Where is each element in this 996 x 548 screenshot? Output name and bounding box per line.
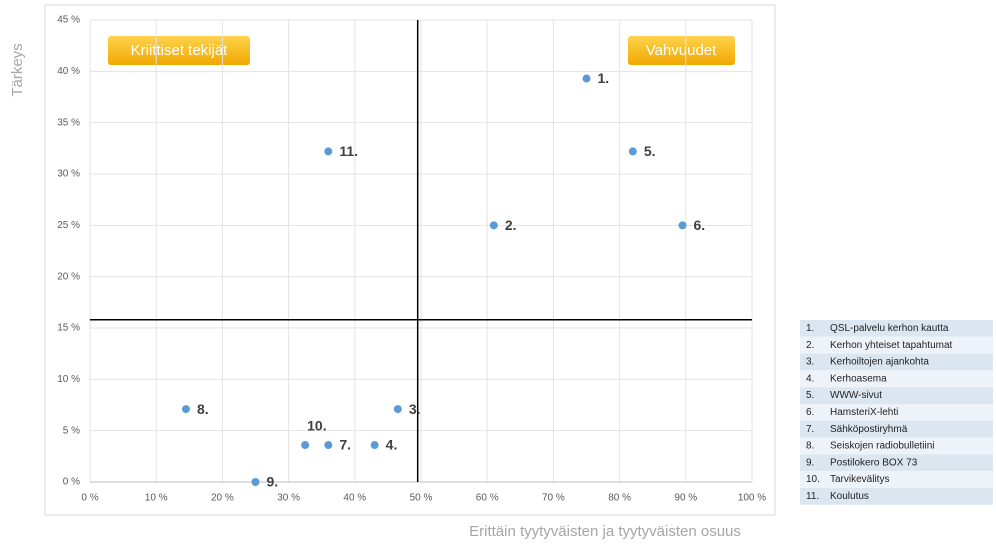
point xyxy=(301,441,310,450)
point-label: 3. xyxy=(409,401,421,417)
legend-text: Kerhon yhteiset tapahtumat xyxy=(830,340,953,351)
legend-row xyxy=(800,336,993,354)
legend-row xyxy=(800,387,993,404)
legend-number: 1. xyxy=(806,323,814,334)
point xyxy=(251,478,260,486)
annotation-box xyxy=(628,36,735,65)
legend-number: 11. xyxy=(806,491,819,502)
point-label: 5. xyxy=(644,143,656,159)
x-tick-label: 90 % xyxy=(674,493,697,504)
point-label: 1. xyxy=(598,70,610,86)
point-label: 4. xyxy=(386,437,398,453)
point-label: 8. xyxy=(197,401,209,417)
legend-number: 2. xyxy=(806,340,814,351)
point xyxy=(324,147,333,156)
point xyxy=(582,74,591,83)
x-tick-label: 40 % xyxy=(343,493,366,504)
legend-text: Kerhoiltojen ajankohta xyxy=(830,357,929,368)
x-tick-label: 20 % xyxy=(211,493,234,504)
legend-number: 8. xyxy=(806,441,814,452)
legend-row xyxy=(800,370,993,388)
point xyxy=(489,221,498,230)
y-tick-label: 35 % xyxy=(57,117,80,128)
x-tick-label: 10 % xyxy=(145,493,168,504)
y-tick-label: 20 % xyxy=(57,271,80,282)
y-tick-label: 5 % xyxy=(63,425,80,436)
legend-number: 3. xyxy=(806,357,814,368)
legend-row xyxy=(800,420,993,438)
x-tick-label: 70 % xyxy=(542,493,565,504)
x-tick-label: 50 % xyxy=(410,493,433,504)
point xyxy=(393,405,402,414)
y-tick-label: 25 % xyxy=(57,220,80,231)
point xyxy=(628,147,637,156)
legend-number: 6. xyxy=(806,407,814,418)
y-tick-label: 15 % xyxy=(57,323,80,334)
point-label: 9. xyxy=(267,474,279,490)
x-tick-label: 100 % xyxy=(738,493,766,504)
y-tick-label: 0 % xyxy=(63,477,80,488)
legend-number: 10. xyxy=(806,474,820,485)
y-tick-label: 40 % xyxy=(57,66,80,77)
annotation-box xyxy=(108,36,250,65)
legend-text: Postilokero BOX 73 xyxy=(830,457,918,468)
x-tick-label: 0 % xyxy=(81,493,98,504)
y-tick-label: 10 % xyxy=(57,374,80,385)
x-tick-label: 30 % xyxy=(277,493,300,504)
legend-text: Kerhoasema xyxy=(830,373,887,384)
legend-row xyxy=(800,454,993,472)
legend-row xyxy=(800,471,993,488)
point-label: 10. xyxy=(307,418,326,434)
legend-row xyxy=(800,488,993,505)
x-tick-label: 60 % xyxy=(476,493,499,504)
legend-number: 7. xyxy=(806,424,814,435)
x-tick-label: 80 % xyxy=(608,493,631,504)
y-axis-label: Tärkeys xyxy=(9,43,26,96)
chart-frame xyxy=(44,4,776,516)
annotation: Kriittiset tekijät xyxy=(131,42,229,59)
point xyxy=(678,221,687,230)
legend-row xyxy=(800,353,993,371)
point-label: 7. xyxy=(339,437,351,453)
point-label: 2. xyxy=(505,217,517,233)
y-tick-label: 45 % xyxy=(57,15,80,26)
legend-text: Sähköpostiryhmä xyxy=(830,424,908,435)
legend-number: 4. xyxy=(806,373,814,384)
legend-number: 5. xyxy=(806,390,814,401)
legend-row xyxy=(800,404,993,421)
legend-text: QSL-palvelu kerhon kautta xyxy=(830,323,949,334)
point xyxy=(324,441,333,450)
point-label: 6. xyxy=(693,217,705,233)
annotation: Vahvuudet xyxy=(646,42,717,59)
legend-text: Seiskojen radiobulletiini xyxy=(830,441,935,452)
legend-text: Tarvikevälitys xyxy=(830,474,889,485)
legend-text: HamsteriX-lehti xyxy=(830,407,898,418)
legend-row xyxy=(800,320,993,337)
point-label: 11. xyxy=(339,143,358,159)
legend-row xyxy=(800,437,993,455)
x-axis-label: Erittäin tyytyväisten ja tyytyväisten os… xyxy=(469,523,741,540)
point xyxy=(370,441,379,450)
legend-number: 9. xyxy=(806,457,814,468)
legend-text: WWW-sivut xyxy=(830,390,882,401)
point xyxy=(181,405,190,414)
legend-text: Koulutus xyxy=(830,491,869,502)
y-tick-label: 30 % xyxy=(57,169,80,180)
